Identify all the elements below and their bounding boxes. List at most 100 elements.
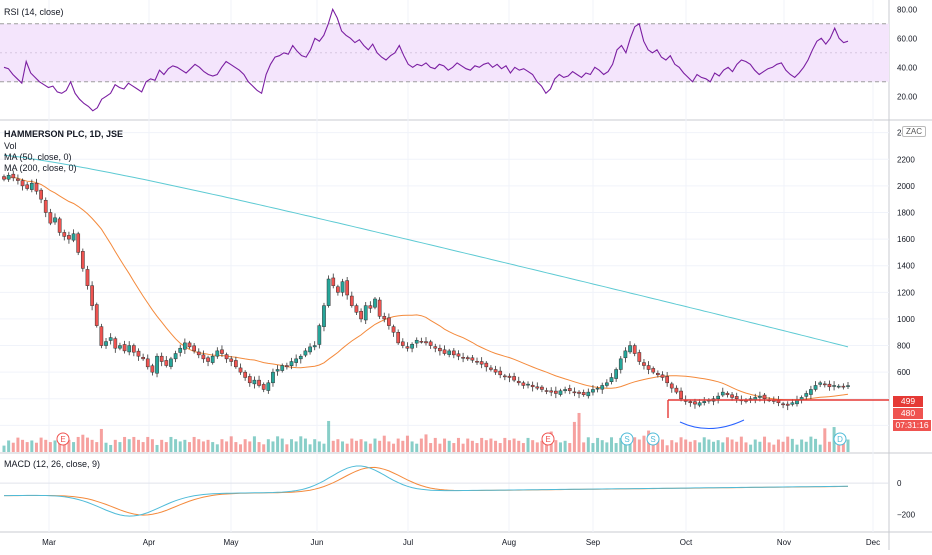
candle-body — [271, 371, 275, 384]
x-axis-label: Nov — [777, 538, 791, 547]
volume-bar — [317, 441, 321, 452]
volume-bar — [350, 438, 354, 452]
volume-bar — [113, 439, 117, 452]
x-axis-label: Aug — [502, 538, 516, 547]
candle-body — [669, 383, 674, 389]
candle-body — [275, 369, 280, 372]
macd-line — [4, 465, 848, 517]
candle-body — [405, 346, 410, 349]
candle-body — [11, 173, 16, 179]
candle-body — [507, 375, 512, 378]
volume-bar — [401, 440, 405, 452]
volume-bar — [424, 434, 428, 452]
candle-body — [549, 390, 554, 393]
volume-bar — [772, 444, 776, 452]
volume-bar — [558, 442, 562, 452]
candle-body — [656, 372, 660, 376]
volume-bar — [744, 442, 748, 452]
volume-bar — [447, 440, 451, 452]
candle-body — [387, 317, 391, 326]
volume-bar — [336, 439, 340, 452]
volume-bar — [85, 437, 89, 452]
volume-bar — [252, 436, 256, 452]
candle-body — [317, 325, 322, 345]
volume-bar — [39, 437, 43, 452]
event-marker: S — [646, 432, 660, 446]
volume-bar — [698, 442, 702, 452]
candle-body — [577, 391, 581, 394]
candle-body — [447, 350, 452, 355]
price-tick-label: 2000 — [897, 182, 915, 191]
candle-body — [159, 355, 164, 362]
candle-body — [674, 387, 679, 393]
volume-bar — [280, 438, 284, 452]
x-axis-label: Jul — [403, 538, 413, 547]
ma200-line — [3, 154, 849, 348]
volume-bar — [169, 436, 173, 452]
candle-body — [377, 299, 382, 317]
volume-bar — [637, 439, 641, 452]
candle-body — [280, 365, 285, 371]
candle-body — [475, 361, 479, 363]
macd-tick-label: 0 — [897, 479, 902, 488]
candle-body — [609, 377, 614, 382]
volume-bar — [239, 444, 243, 452]
candle-body — [340, 281, 345, 293]
rsi-line — [3, 7, 849, 112]
event-marker-label: S — [624, 435, 629, 444]
volume-bar — [674, 442, 678, 452]
volume-bar — [609, 437, 613, 452]
volume-bar — [776, 439, 780, 452]
volume-bar — [702, 437, 706, 452]
volume-bar — [503, 437, 507, 452]
candle-body — [614, 369, 618, 379]
second-price-tag: 480 — [893, 408, 923, 419]
volume-bar — [628, 442, 632, 452]
candle-body — [94, 304, 99, 326]
candle-body — [716, 395, 721, 400]
volume-bar — [48, 442, 52, 452]
candle-body — [410, 343, 414, 349]
candle-body — [192, 345, 196, 352]
rsi-tick-label: 20.00 — [897, 92, 918, 101]
volume-bar — [494, 440, 498, 452]
x-axis-label: Mar — [42, 538, 56, 547]
candle-body — [285, 365, 289, 368]
volume-bar — [266, 439, 270, 452]
volume-bar — [327, 420, 331, 452]
volume-bar — [178, 441, 182, 452]
volume-bar — [123, 436, 127, 452]
volume-bar — [44, 439, 48, 452]
volume-bar — [841, 441, 845, 452]
candle-body — [39, 189, 43, 200]
zac-button[interactable]: ZAC — [902, 126, 926, 137]
volume-bar — [554, 440, 558, 452]
candle-body — [809, 389, 813, 395]
volume-bar — [99, 428, 103, 452]
candle-body — [43, 199, 48, 213]
event-marker-label: E — [545, 435, 550, 444]
volume-bar — [271, 441, 275, 452]
candle-body — [558, 390, 563, 395]
candle-body — [289, 361, 294, 367]
event-marker: E — [541, 432, 555, 446]
candle-body — [57, 218, 62, 233]
volume-bar — [187, 442, 191, 452]
candle-body — [178, 347, 183, 353]
volume-bar — [341, 441, 345, 452]
volume-bar — [322, 443, 326, 452]
volume-bar — [225, 441, 229, 452]
volume-bar — [786, 436, 790, 452]
candle-body — [693, 401, 697, 405]
event-marker-circle — [833, 432, 847, 446]
candle-body — [632, 345, 637, 354]
candle-body — [382, 316, 387, 320]
candle-body — [424, 341, 428, 344]
candle-body — [544, 390, 549, 392]
volume-bar — [605, 442, 609, 452]
candle-body — [790, 402, 795, 405]
volume-bar — [303, 438, 307, 452]
candle-body — [261, 384, 266, 390]
